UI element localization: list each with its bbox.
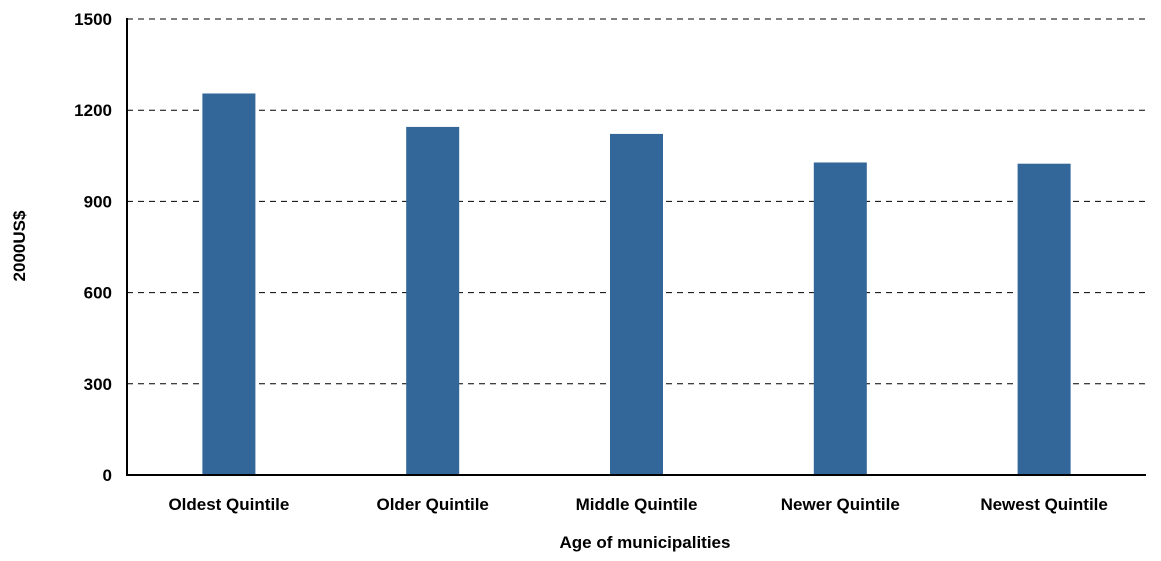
x-tick-label: Newest Quintile — [980, 495, 1108, 514]
y-tick-label: 1500 — [74, 10, 112, 29]
bar — [1017, 163, 1071, 476]
bar — [406, 126, 460, 476]
x-tick-labels: Oldest Quintile Older Quintile Middle Quin… — [168, 495, 1107, 514]
x-tick-label: Middle Quintile — [576, 495, 698, 514]
y-tick-labels: 0 300 600 900 1200 1500 — [74, 10, 112, 485]
y-tick-label: 300 — [84, 375, 112, 394]
bar — [610, 133, 663, 476]
y-tick-label: 1200 — [74, 101, 112, 120]
bar — [813, 162, 867, 475]
y-axis-title: 2000US$ — [10, 210, 29, 281]
x-tick-label: Newer Quintile — [781, 495, 900, 514]
y-tick-label: 600 — [84, 284, 112, 303]
y-tick-label: 900 — [84, 192, 112, 211]
bar — [202, 93, 256, 475]
x-axis-title: Age of municipalities — [560, 533, 731, 552]
x-tick-label: Oldest Quintile — [168, 495, 289, 514]
x-tick-label: Older Quintile — [376, 495, 488, 514]
bars — [202, 93, 1071, 476]
y-tick-label: 0 — [103, 466, 112, 485]
